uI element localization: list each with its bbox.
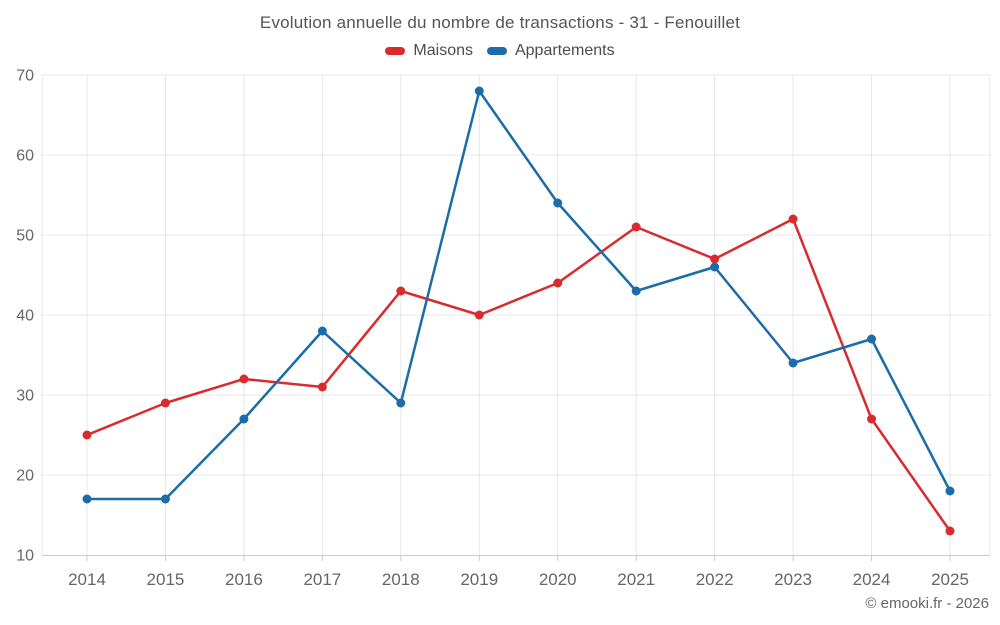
y-axis-tick-label: 70 xyxy=(16,68,34,85)
y-axis-tick-label: 10 xyxy=(16,548,34,565)
data-point-appartements-2023[interactable] xyxy=(788,358,798,368)
data-point-appartements-2024[interactable] xyxy=(867,334,877,344)
x-axis-tick-label: 2023 xyxy=(774,570,812,589)
x-axis-tick-label: 2017 xyxy=(303,570,341,589)
x-axis-tick-label: 2024 xyxy=(853,570,891,589)
data-point-maisons-2025[interactable] xyxy=(945,526,955,536)
data-point-appartements-2016[interactable] xyxy=(239,414,249,424)
copyright-credit: © emooki.fr - 2026 xyxy=(865,595,989,612)
y-axis-tick-label: 40 xyxy=(16,308,34,325)
data-point-appartements-2015[interactable] xyxy=(160,494,170,504)
y-axis-tick-label: 60 xyxy=(16,148,34,165)
data-point-appartements-2020[interactable] xyxy=(553,198,563,208)
data-point-maisons-2015[interactable] xyxy=(160,398,170,408)
x-axis-tick-label: 2020 xyxy=(539,570,577,589)
data-point-maisons-2021[interactable] xyxy=(631,222,641,232)
data-point-appartements-2014[interactable] xyxy=(82,494,92,504)
x-axis-tick-label: 2022 xyxy=(696,570,734,589)
x-axis-tick-label: 2019 xyxy=(460,570,498,589)
maisons-legend-label: Maisons xyxy=(413,42,473,59)
chart-legend: Maisons Appartements xyxy=(0,42,1000,60)
data-point-maisons-2024[interactable] xyxy=(867,414,877,424)
data-point-appartements-2017[interactable] xyxy=(317,326,327,336)
series-line-appartements xyxy=(85,89,952,501)
x-axis-tick-label: 2018 xyxy=(382,570,420,589)
appartements-legend-label: Appartements xyxy=(514,42,615,59)
x-axis-tick-label: 2014 xyxy=(68,570,106,589)
x-axis-tick-label: 2021 xyxy=(617,570,655,589)
data-point-maisons-2018[interactable] xyxy=(396,286,406,296)
x-axis-tick-label: 2016 xyxy=(225,570,263,589)
data-point-appartements-2022[interactable] xyxy=(710,262,720,272)
data-point-maisons-2017[interactable] xyxy=(317,382,327,392)
data-point-maisons-2020[interactable] xyxy=(553,278,563,288)
data-point-maisons-2022[interactable] xyxy=(710,254,720,264)
legend-item-maisons[interactable]: Maisons xyxy=(385,42,473,60)
data-point-maisons-2023[interactable] xyxy=(788,214,798,224)
appartements-series-swatch-icon xyxy=(486,47,507,55)
data-point-appartements-2025[interactable] xyxy=(945,486,955,496)
data-point-appartements-2018[interactable] xyxy=(396,398,406,408)
chart-title: Evolution annuelle du nombre de transact… xyxy=(259,13,741,32)
x-axis-tick-label: 2025 xyxy=(931,570,969,589)
series-line-maisons xyxy=(85,217,952,533)
data-point-maisons-2014[interactable] xyxy=(82,430,92,440)
data-point-maisons-2016[interactable] xyxy=(239,374,249,384)
data-point-maisons-2019[interactable] xyxy=(474,310,484,320)
y-axis-tick-label: 50 xyxy=(16,228,34,245)
legend-item-appartements[interactable]: Appartements xyxy=(486,42,615,60)
maisons-series-swatch-icon xyxy=(385,47,406,55)
data-point-appartements-2019[interactable] xyxy=(474,86,484,96)
x-axis-tick-label: 2015 xyxy=(147,570,185,589)
data-point-appartements-2021[interactable] xyxy=(631,286,641,296)
y-axis-tick-label: 20 xyxy=(16,468,34,485)
y-axis-tick-label: 30 xyxy=(16,388,34,405)
